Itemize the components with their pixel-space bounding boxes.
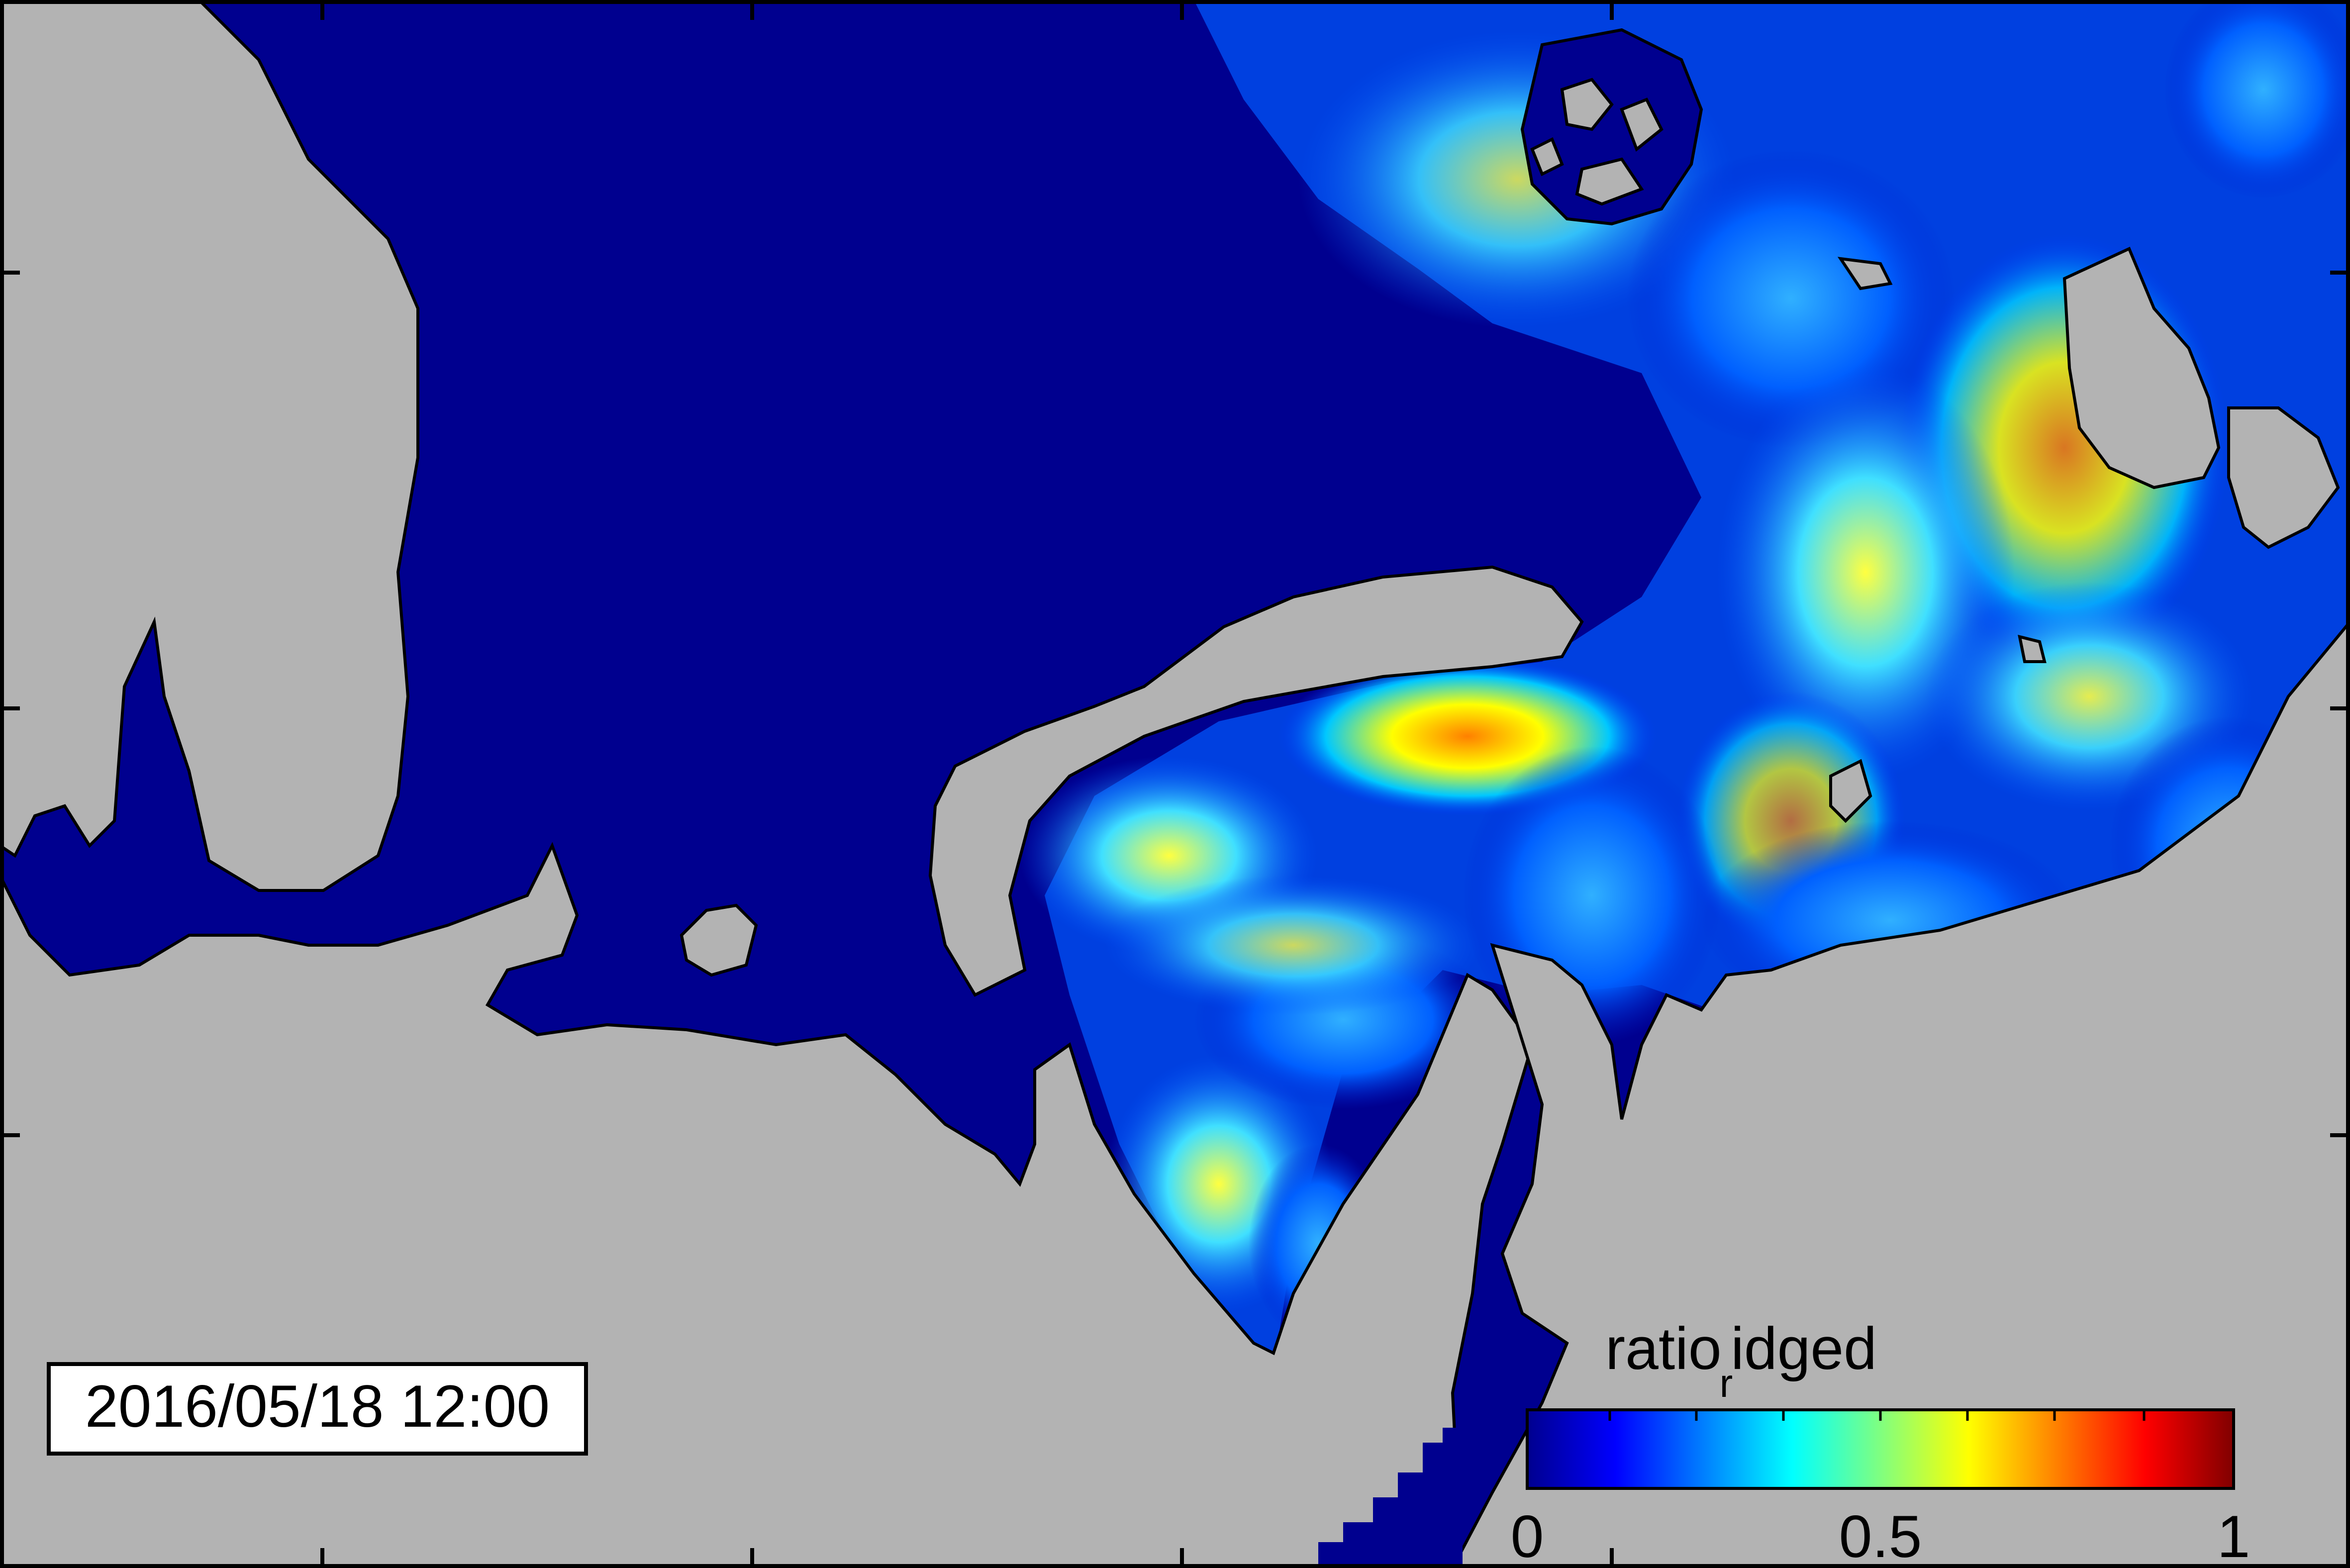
island-northeast	[2062, 246, 2221, 490]
timestamp-box: 2016/05/18 12:00	[47, 1362, 588, 1456]
landmass-west	[0, 0, 419, 892]
colorbar-title-sub: r	[1720, 1361, 1733, 1405]
peninsula-center	[928, 565, 1584, 997]
landmass-southeast	[1451, 619, 2350, 1568]
colorbar-tick-2: 1	[2217, 1503, 2251, 1568]
colorbar: ratio ridged 0 0.5 1	[1511, 1315, 2251, 1568]
colorbar-tick-1: 0.5	[1839, 1503, 1922, 1568]
timestamp-label: 2016/05/18 12:00	[85, 1373, 550, 1440]
colorbar-gradient	[1526, 1408, 2235, 1490]
island-cluster-north	[1520, 28, 1703, 226]
island-east	[2227, 406, 2340, 549]
ice-field	[1020, 0, 2350, 1368]
colorbar-title-rest: idged	[1731, 1315, 1877, 1382]
island-small	[680, 903, 758, 977]
colorbar-tick-0: 0	[1511, 1503, 1544, 1568]
colorbar-title-main: ratio	[1605, 1315, 1721, 1382]
stair-sea	[1318, 1428, 1463, 1568]
